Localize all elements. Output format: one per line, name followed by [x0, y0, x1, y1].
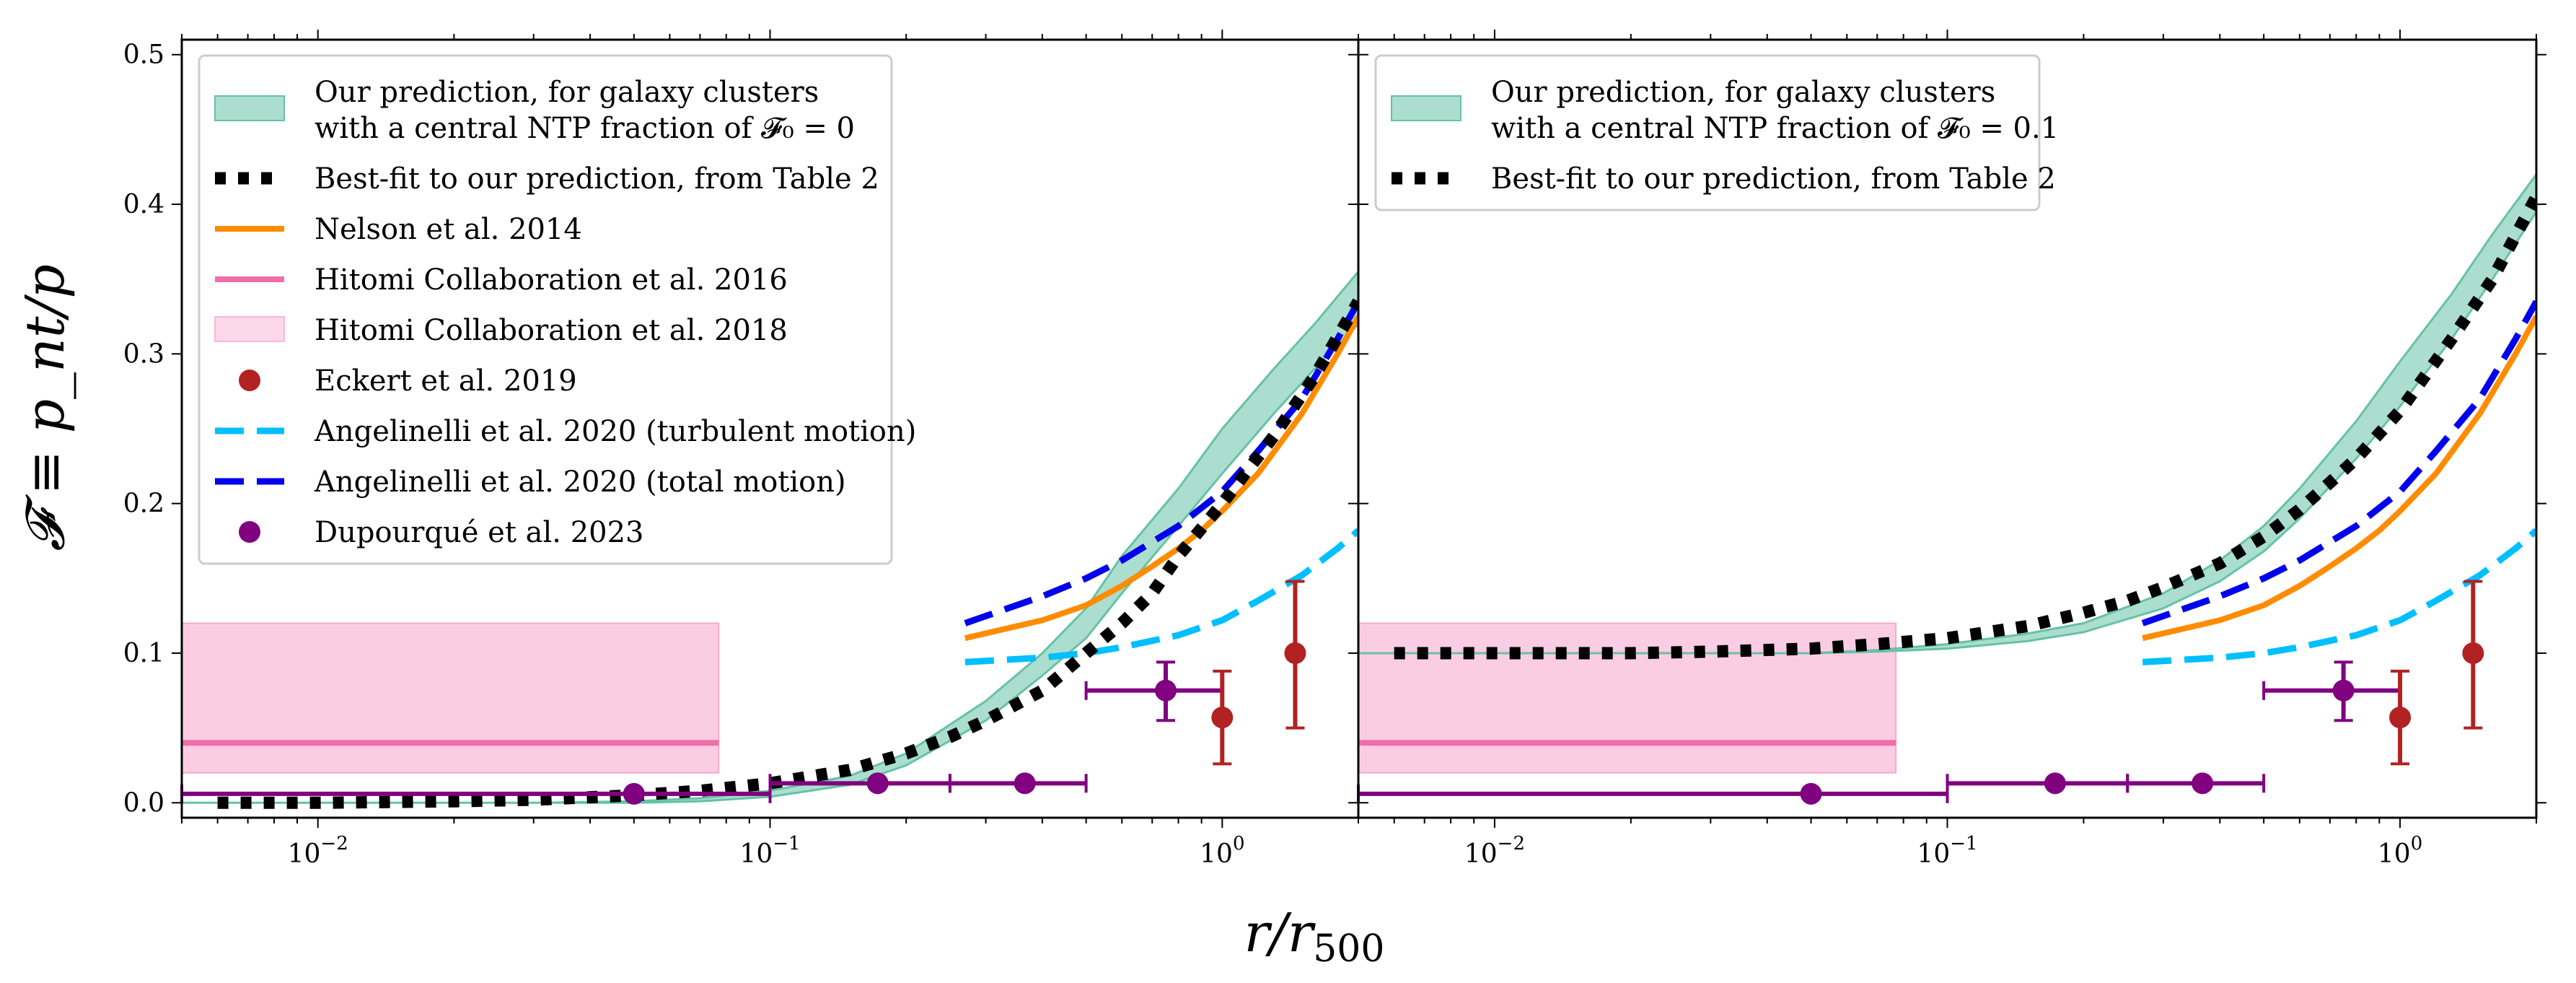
y-axis-ticks — [1348, 53, 2546, 804]
legend-label: Angelinelli et al. 2020 (total motion) — [314, 466, 846, 499]
legend-item-ang_total: Angelinelli et al. 2020 (total motion) — [215, 466, 846, 499]
series-bestfit-line — [1394, 193, 2536, 660]
series-nelson-line — [2142, 315, 2536, 642]
x-tick-label: 100 — [1200, 833, 1244, 869]
dupourque-point-1 — [1357, 782, 1949, 805]
plot-area — [1358, 172, 2536, 774]
y-tick-label: 0.0 — [123, 788, 164, 818]
eckert-point-2 — [1284, 580, 1306, 730]
x-axis-ticks — [1358, 30, 2537, 828]
legend-label: Hitomi Collaboration et al. 2016 — [315, 263, 788, 297]
legend-item-bestfit: Best-fit to our prediction, from Table 2 — [215, 162, 879, 196]
legend-label: Our prediction, for galaxy clusters with … — [1491, 76, 2059, 145]
panel-right: 10−2 10−1 100 Our prediction, for galaxy cl… — [1348, 30, 2546, 869]
legend-label: Best-fit to our prediction, from Table 2 — [1491, 162, 2056, 196]
series-nelson-line — [964, 315, 1358, 642]
legend-swatch — [214, 316, 285, 342]
dupourque-point-2 — [1946, 772, 2129, 795]
series-ang_turb-line — [964, 528, 1358, 665]
dupourque-point-4 — [1084, 660, 1224, 722]
hitomi-2018-band — [182, 622, 720, 774]
legend: Our prediction, for galaxy clusters with … — [198, 54, 916, 565]
legend-swatch — [1391, 95, 1461, 121]
legend-swatch — [214, 95, 285, 121]
y-axis-label: 𝓕 ≡ p_nt/p — [14, 264, 76, 551]
x-tick-label: 10−1 — [739, 833, 800, 869]
series-ang_turb-line — [2142, 528, 2536, 665]
legend-item-hitomi2016: Hitomi Collaboration et al. 2016 — [215, 263, 788, 297]
legend-item-dupourque: Dupourqué et al. 2023 — [239, 516, 643, 549]
legend-item-prediction: Our prediction, for galaxy clusters with … — [1391, 76, 2059, 145]
legend-item-eckert: Eckert et al. 2019 — [239, 364, 577, 398]
legend-swatch — [239, 370, 260, 391]
legend-swatch — [239, 521, 260, 543]
x-tick-label: 100 — [2378, 833, 2422, 869]
legend-box — [1374, 54, 2041, 211]
legend-item-ang_turb: Angelinelli et al. 2020 (turbulent motio… — [215, 415, 916, 448]
eckert-point-1 — [1211, 669, 1234, 766]
series-ang_total-line — [2141, 300, 2536, 626]
legend-item-hitomi2018: Hitomi Collaboration et al. 2018 — [214, 314, 788, 347]
eckert-point-1 — [2389, 669, 2412, 766]
legend-label: Nelson et al. 2014 — [315, 213, 582, 246]
x-tick-label: 10−2 — [288, 833, 348, 869]
y-tick-label: 0.5 — [123, 40, 164, 70]
legend-box — [198, 54, 893, 565]
legend-label: Hitomi Collaboration et al. 2018 — [315, 314, 788, 347]
dupourque-point-3 — [948, 772, 1088, 795]
x-tick-label: 10−1 — [1917, 833, 1977, 869]
y-tick-label: 0.2 — [123, 489, 164, 519]
legend-label: Angelinelli et al. 2020 (turbulent motio… — [314, 415, 916, 448]
panel-left: 10−2 10−1 100 0.0 0.1 0.2 0.3 0.4 0.5 Our predict… — [123, 30, 1368, 869]
y-tick-label: 0.4 — [123, 190, 164, 219]
eckert-point-2 — [2462, 580, 2484, 730]
dupourque-point-3 — [2126, 772, 2266, 795]
legend-item-bestfit: Best-fit to our prediction, from Table 2 — [1392, 162, 2056, 196]
series-bestfit-line — [217, 298, 1358, 809]
legend-label: Dupourqué et al. 2023 — [315, 516, 643, 549]
series-ang_total-line — [964, 300, 1358, 626]
legend-item-nelson: Nelson et al. 2014 — [215, 213, 582, 246]
x-axis-label: r/r500 — [1244, 902, 1385, 971]
legend-label: Best-fit to our prediction, from Table 2 — [315, 162, 879, 196]
y-tick-label: 0.3 — [123, 339, 164, 369]
legend: Our prediction, for galaxy clusters with … — [1374, 54, 2059, 211]
legend-label: Eckert et al. 2019 — [315, 364, 577, 398]
prediction-band — [1358, 172, 2536, 655]
legend-item-prediction: Our prediction, for galaxy clusters with … — [214, 76, 855, 145]
y-tick-label: 0.1 — [123, 639, 164, 668]
x-tick-label: 10−2 — [1464, 833, 1525, 869]
legend-label: Our prediction, for galaxy clusters with … — [315, 76, 855, 145]
dupourque-point-4 — [2262, 660, 2402, 722]
